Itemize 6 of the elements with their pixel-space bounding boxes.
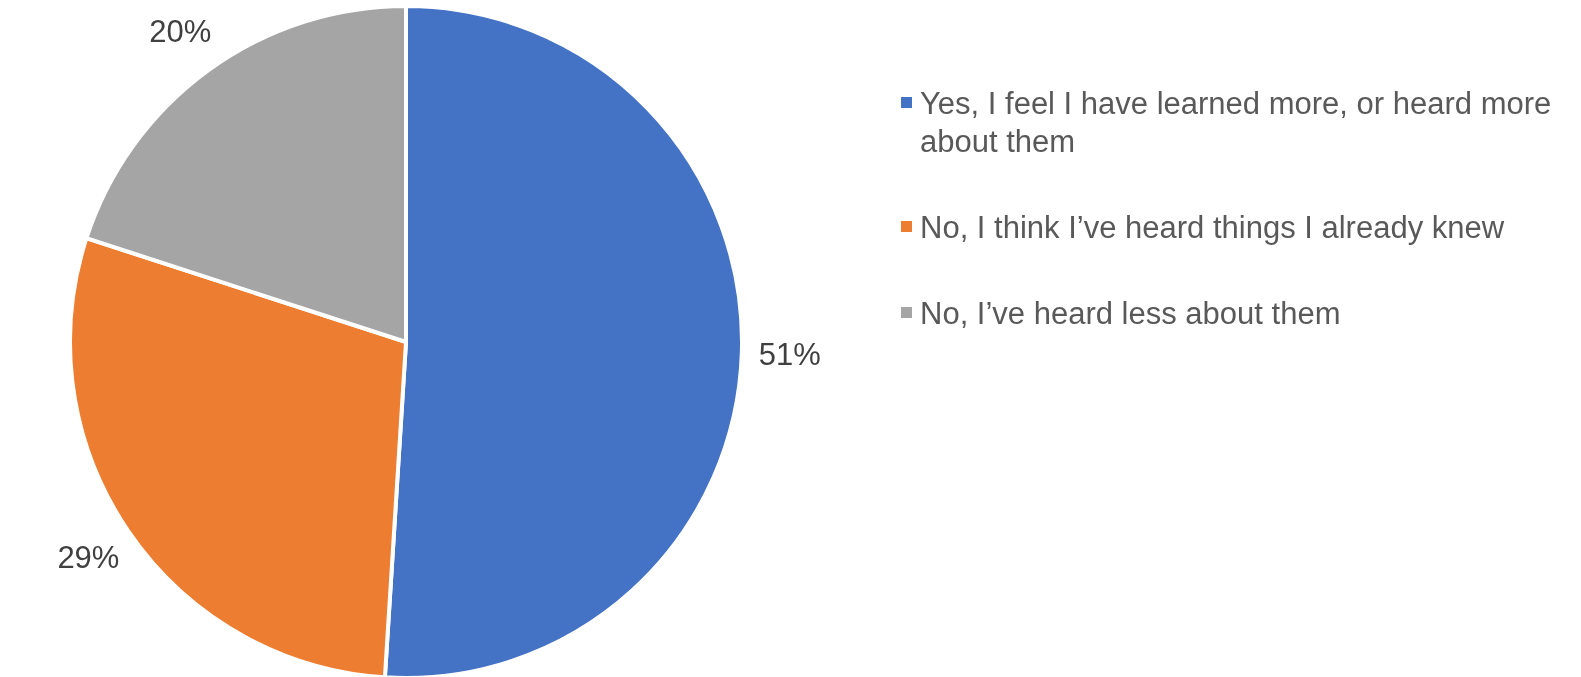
data-label: 51%: [758, 336, 821, 372]
legend-label: Yes, I feel I have learned more, or heard more about them: [920, 85, 1553, 161]
data-label: 29%: [57, 540, 120, 576]
legend-label: No, I’ve heard less about them: [920, 295, 1341, 333]
data-label: 20%: [149, 13, 212, 49]
legend-label: No, I think I’ve heard things I already knew: [920, 209, 1505, 247]
